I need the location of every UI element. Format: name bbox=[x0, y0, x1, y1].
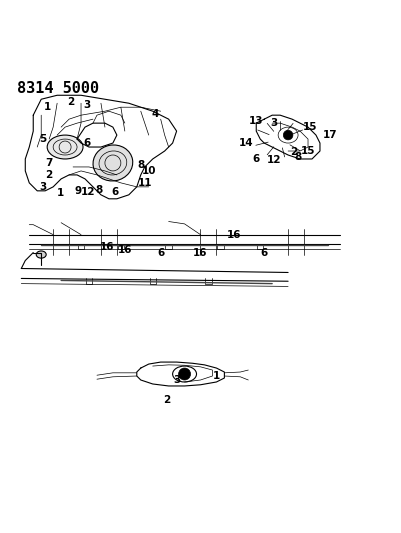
Text: 6: 6 bbox=[83, 138, 91, 148]
Text: 2: 2 bbox=[67, 98, 75, 108]
Text: 1: 1 bbox=[213, 371, 220, 381]
Text: 1: 1 bbox=[57, 188, 64, 198]
Text: 8314 5000: 8314 5000 bbox=[17, 82, 99, 96]
Text: 8: 8 bbox=[294, 152, 302, 163]
Text: 15: 15 bbox=[303, 122, 317, 132]
Text: 11: 11 bbox=[138, 178, 152, 188]
Text: 2: 2 bbox=[290, 147, 298, 157]
Text: 7: 7 bbox=[45, 158, 53, 168]
Text: 17: 17 bbox=[323, 130, 337, 140]
Text: 5: 5 bbox=[40, 134, 47, 144]
Text: 1: 1 bbox=[44, 102, 51, 112]
Text: 3: 3 bbox=[173, 375, 180, 385]
Text: 2: 2 bbox=[163, 395, 170, 405]
Ellipse shape bbox=[93, 145, 133, 181]
Text: 2: 2 bbox=[45, 170, 52, 180]
Ellipse shape bbox=[47, 135, 83, 159]
Text: 8: 8 bbox=[137, 160, 144, 170]
Text: 3: 3 bbox=[40, 182, 47, 192]
Circle shape bbox=[284, 130, 293, 140]
Text: 14: 14 bbox=[239, 138, 253, 148]
Text: 8: 8 bbox=[95, 185, 103, 195]
Text: 6: 6 bbox=[111, 187, 119, 197]
Text: 13: 13 bbox=[249, 116, 263, 126]
Ellipse shape bbox=[36, 251, 46, 258]
Text: 10: 10 bbox=[142, 166, 156, 176]
Text: 3: 3 bbox=[271, 118, 278, 128]
Text: 16: 16 bbox=[117, 245, 132, 255]
Text: 6: 6 bbox=[157, 247, 164, 257]
Text: 15: 15 bbox=[301, 146, 315, 156]
Text: 6: 6 bbox=[253, 154, 260, 164]
Text: 16: 16 bbox=[227, 230, 241, 240]
Text: 4: 4 bbox=[151, 109, 158, 119]
Text: 3: 3 bbox=[83, 100, 91, 110]
Text: 6: 6 bbox=[261, 247, 268, 257]
Text: 12: 12 bbox=[267, 155, 282, 165]
Text: 12: 12 bbox=[81, 187, 95, 197]
Circle shape bbox=[178, 368, 190, 380]
Text: 16: 16 bbox=[100, 243, 114, 253]
Text: 16: 16 bbox=[193, 247, 208, 257]
Text: 9: 9 bbox=[74, 186, 81, 196]
